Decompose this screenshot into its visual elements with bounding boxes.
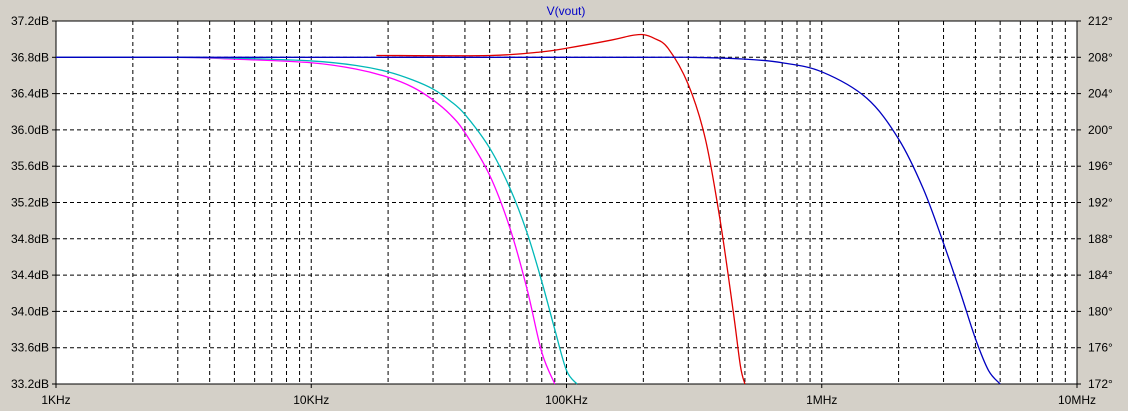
axis-labels: 37.2dB 36.8dB 36.4dB 36.0dB 35.6dB 35.2dB 34.8… <box>11 14 1113 407</box>
grid-lines <box>56 21 1077 384</box>
y2-tick-label: 208° <box>1088 50 1113 64</box>
y2-tick-label: 196° <box>1088 159 1113 173</box>
y-tick-label: 33.6dB <box>11 341 49 355</box>
y-tick-label: 35.6dB <box>11 159 49 173</box>
series-line-2 <box>55 56 578 385</box>
y2-tick-label: 176° <box>1088 341 1113 355</box>
y-tick-label: 37.2dB <box>11 14 49 28</box>
y2-tick-label: 192° <box>1088 196 1113 210</box>
y2-tick-label: 172° <box>1088 377 1113 391</box>
y-tick-label: 35.2dB <box>11 196 49 210</box>
y-tick-label: 36.8dB <box>11 50 49 64</box>
x-tick-label: 1MHz <box>806 393 837 407</box>
x-tick-label: 1KHz <box>41 393 70 407</box>
x-tick-label: 10KHz <box>293 393 329 407</box>
y-tick-label: 33.2dB <box>11 377 49 391</box>
x-tick-label: 100KHz <box>545 393 588 407</box>
x-tick-label: 10MHz <box>1058 393 1096 407</box>
data-series <box>55 33 1001 385</box>
y-tick-label: 34.8dB <box>11 232 49 246</box>
y-tick-label: 36.0dB <box>11 123 49 137</box>
y2-tick-label: 200° <box>1088 123 1113 137</box>
y2-tick-label: 212° <box>1088 14 1113 28</box>
series-line-4 <box>56 56 1001 385</box>
series-line-3 <box>376 33 746 385</box>
y2-tick-label: 180° <box>1088 304 1113 318</box>
y2-tick-label: 184° <box>1088 268 1113 282</box>
chart-title: V(vout) <box>547 4 586 18</box>
y-tick-label: 36.4dB <box>11 87 49 101</box>
series-line-1 <box>55 56 556 385</box>
y2-tick-label: 188° <box>1088 232 1113 246</box>
y2-tick-label: 204° <box>1088 87 1113 101</box>
y-tick-label: 34.4dB <box>11 268 49 282</box>
y-tick-label: 34.0dB <box>11 304 49 318</box>
